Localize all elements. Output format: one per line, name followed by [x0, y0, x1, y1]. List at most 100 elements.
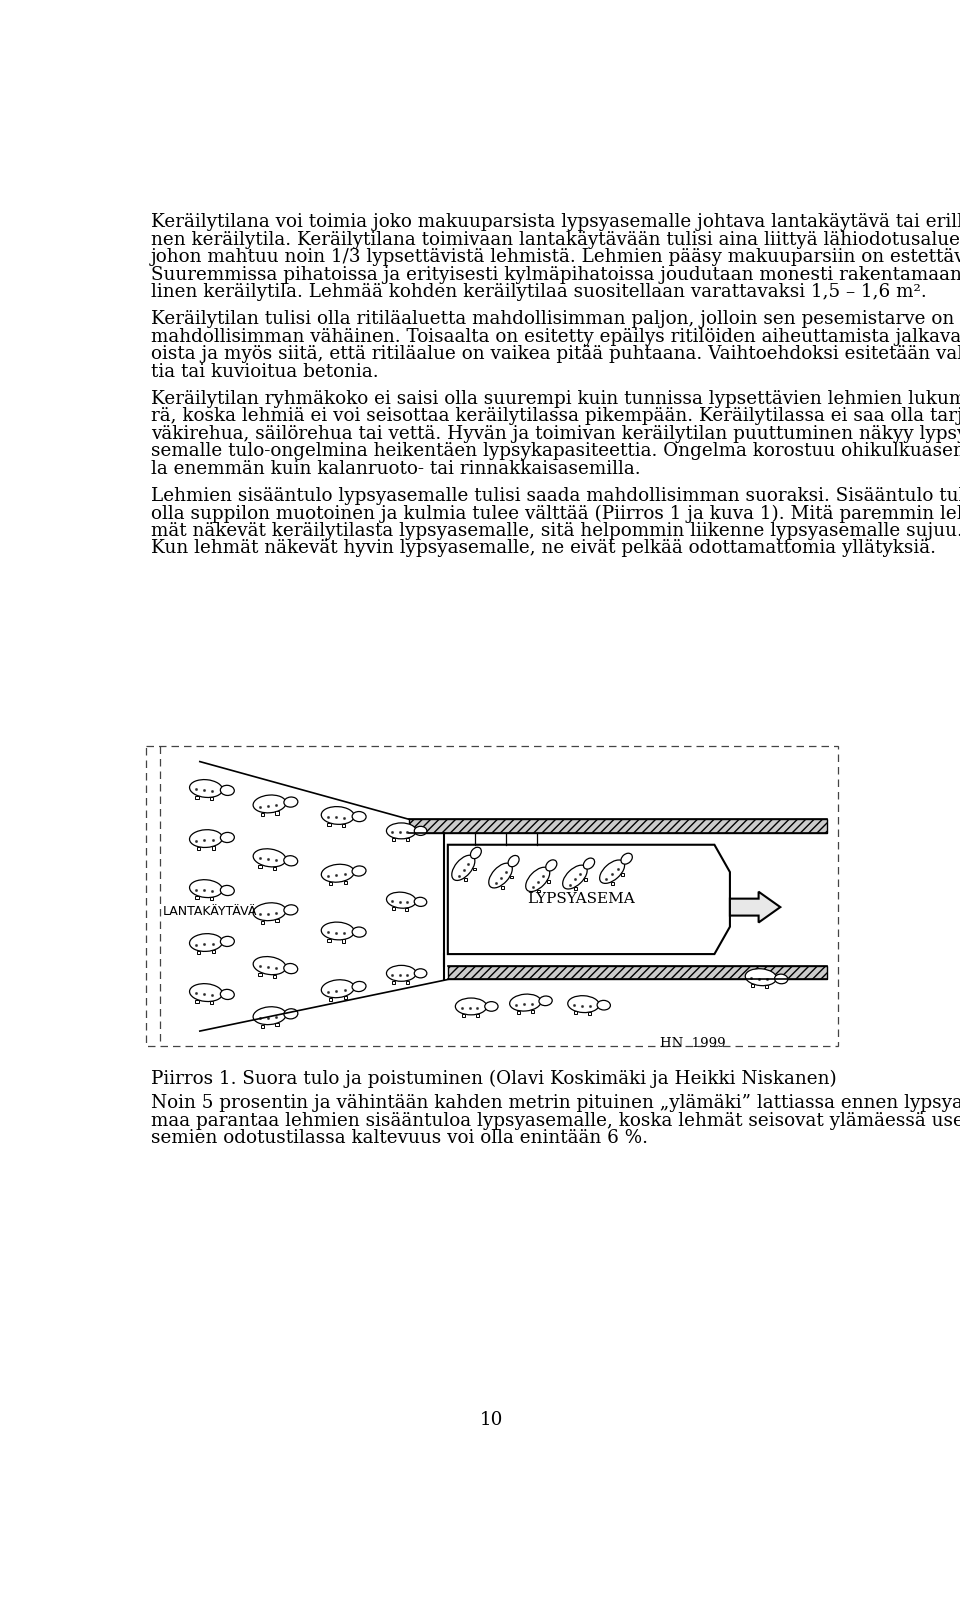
Bar: [588, 1012, 590, 1015]
Ellipse shape: [189, 780, 223, 797]
Bar: [406, 838, 409, 841]
Ellipse shape: [189, 934, 223, 952]
Bar: [547, 880, 550, 883]
Ellipse shape: [322, 979, 354, 997]
Ellipse shape: [253, 957, 286, 975]
Bar: [476, 1015, 479, 1017]
Bar: [344, 996, 347, 999]
Text: Suuremmissa pihatoissa ja erityisesti kylmäpihatoissa joudutaan monesti rakentam: Suuremmissa pihatoissa ja erityisesti ky…: [151, 266, 960, 284]
Text: johon mahtuu noin 1/3 lypsettävistä lehmistä. Lehmien pääsy makuuparsiin on este: johon mahtuu noin 1/3 lypsettävistä lehm…: [151, 248, 960, 266]
Bar: [276, 1023, 278, 1026]
Bar: [195, 1000, 199, 1004]
Ellipse shape: [253, 1007, 286, 1025]
Bar: [260, 1025, 264, 1028]
Ellipse shape: [189, 830, 223, 847]
Text: väkirehua, säilörehua tai vettä. Hyvän ja toimivan keräilytilan puuttuminen näky: väkirehua, säilörehua tai vettä. Hyvän j…: [151, 425, 960, 443]
Bar: [393, 838, 396, 841]
Ellipse shape: [563, 865, 588, 889]
Text: LYPSYASEMA: LYPSYASEMA: [527, 892, 635, 907]
Bar: [343, 823, 346, 826]
Text: la enemmän kuin kalanruoto- tai rinnakkaisasemilla.: la enemmän kuin kalanruoto- tai rinnakka…: [151, 459, 640, 478]
Text: tia tai kuvioitua betonia.: tia tai kuvioitua betonia.: [151, 362, 378, 380]
Ellipse shape: [584, 859, 594, 868]
Text: mät näkevät keräilytilasta lypsyasemalle, sitä helpommin liikenne lypsyasemalle : mät näkevät keräilytilasta lypsyasemalle…: [151, 522, 960, 540]
Bar: [276, 812, 278, 815]
Ellipse shape: [253, 902, 286, 920]
Bar: [329, 883, 332, 886]
Bar: [146, 746, 838, 1047]
Bar: [409, 820, 827, 833]
Ellipse shape: [526, 867, 550, 891]
Ellipse shape: [510, 994, 541, 1012]
Text: Kun lehmät näkevät hyvin lypsyasemalle, ne eivät pelkää odottamattomia yllätyksi: Kun lehmät näkevät hyvin lypsyasemalle, …: [151, 540, 936, 557]
Text: Keräilytilan ryhmäkoko ei saisi olla suurempi kuin tunnissa lypsettävien lehmien: Keräilytilan ryhmäkoko ei saisi olla suu…: [151, 390, 960, 408]
Ellipse shape: [567, 996, 599, 1013]
Ellipse shape: [189, 880, 223, 897]
Text: Piirros 1. Suora tulo ja poistuminen (Olavi Koskimäki ja Heikki Niskanen): Piirros 1. Suora tulo ja poistuminen (Ol…: [151, 1070, 837, 1087]
Ellipse shape: [600, 860, 625, 883]
Text: mahdollisimman vähäinen. Toisaalta on esitetty epäilys ritilöiden aiheuttamista : mahdollisimman vähäinen. Toisaalta on es…: [151, 329, 960, 346]
Text: rä, koska lehmiä ei voi seisottaa keräilytilassa pikempään. Keräilytilassa ei sa: rä, koska lehmiä ei voi seisottaa keräil…: [151, 408, 960, 425]
Text: semalle tulo-ongelmina heikentäen lypsykapasiteettia. Ongelma korostuu ohikulkua: semalle tulo-ongelmina heikentäen lypsyk…: [151, 443, 960, 461]
Ellipse shape: [775, 975, 788, 984]
Ellipse shape: [221, 886, 234, 896]
Bar: [574, 888, 577, 891]
Bar: [501, 886, 504, 889]
Ellipse shape: [387, 965, 417, 981]
Ellipse shape: [322, 863, 354, 883]
Bar: [392, 907, 395, 910]
Bar: [211, 846, 215, 849]
Bar: [344, 881, 347, 884]
Bar: [464, 878, 467, 881]
Ellipse shape: [253, 794, 286, 814]
Ellipse shape: [284, 905, 298, 915]
Bar: [472, 867, 475, 870]
Ellipse shape: [221, 936, 234, 947]
Ellipse shape: [508, 855, 519, 867]
Ellipse shape: [221, 989, 234, 999]
Bar: [531, 1010, 534, 1013]
Text: LANTAKÄYTÄVÄ: LANTAKÄYTÄVÄ: [162, 905, 257, 918]
Ellipse shape: [387, 823, 417, 839]
Ellipse shape: [352, 981, 366, 992]
Bar: [612, 881, 614, 884]
FancyArrow shape: [730, 892, 780, 923]
Bar: [274, 867, 276, 870]
Ellipse shape: [621, 854, 633, 863]
Bar: [258, 973, 262, 976]
Ellipse shape: [415, 968, 427, 978]
Ellipse shape: [352, 867, 366, 876]
Bar: [195, 896, 199, 899]
Bar: [210, 797, 213, 801]
Bar: [210, 897, 213, 901]
Ellipse shape: [253, 849, 286, 867]
Bar: [574, 1012, 577, 1015]
Text: Noin 5 prosentin ja vähintään kahden metrin pituinen „ylämäki” lattiassa ennen l: Noin 5 prosentin ja vähintään kahden met…: [151, 1094, 960, 1112]
Ellipse shape: [455, 999, 487, 1015]
Bar: [510, 876, 513, 878]
Bar: [327, 939, 330, 942]
Ellipse shape: [597, 1000, 611, 1010]
Ellipse shape: [284, 963, 298, 973]
Bar: [211, 950, 215, 954]
Bar: [276, 920, 278, 923]
Bar: [447, 965, 827, 979]
Bar: [393, 981, 396, 983]
Polygon shape: [447, 844, 730, 954]
Bar: [327, 823, 330, 826]
Bar: [258, 865, 262, 868]
Ellipse shape: [322, 807, 354, 825]
Text: Keräilytilana voi toimia joko makuuparsista lypsyasemalle johtava lantakäytävä t: Keräilytilana voi toimia joko makuuparsi…: [151, 213, 960, 232]
Ellipse shape: [221, 833, 234, 843]
Bar: [405, 909, 408, 910]
Ellipse shape: [387, 892, 416, 909]
Ellipse shape: [352, 812, 366, 822]
Ellipse shape: [415, 826, 427, 836]
Ellipse shape: [489, 863, 513, 888]
Ellipse shape: [745, 968, 777, 986]
Ellipse shape: [485, 1002, 498, 1012]
Ellipse shape: [284, 797, 298, 807]
Ellipse shape: [452, 855, 475, 881]
Text: oista ja myös siitä, että ritiläalue on vaikea pitää puhtaana. Vaihtoehdoksi esi: oista ja myös siitä, että ritiläalue on …: [151, 345, 960, 364]
Bar: [274, 975, 276, 978]
